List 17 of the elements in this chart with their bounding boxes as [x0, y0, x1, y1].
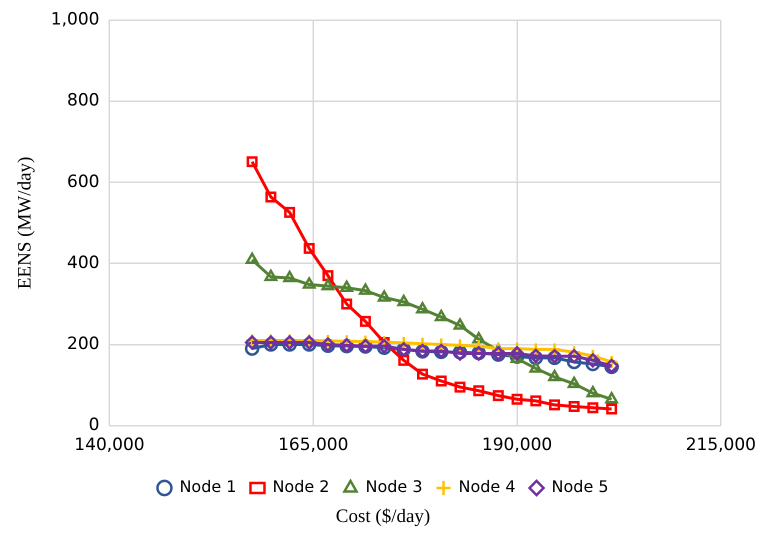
x-tick-label: 190,000	[482, 435, 552, 456]
legend-label: Node 3	[365, 477, 423, 496]
y-axis-title: EENS (MW/day)	[14, 156, 36, 290]
x-tick-label: 165,000	[278, 435, 348, 456]
legend-label: Node 1	[179, 477, 236, 496]
legend-label: Node 5	[552, 477, 609, 496]
x-tick-label: 140,000	[74, 435, 145, 456]
legend-label: Node 2	[272, 477, 330, 496]
y-tick-label: 0	[88, 415, 100, 436]
y-tick-label: 1,000	[50, 10, 100, 30]
y-tick-label: 800	[67, 90, 100, 111]
y-tick-label: 400	[67, 252, 100, 273]
x-tick-label: 215,000	[686, 435, 756, 456]
y-tick-label: 200	[67, 334, 100, 354]
x-axis-title: Cost ($/day)	[334, 506, 432, 528]
legend-label: Node 4	[458, 477, 516, 496]
y-tick-label: 600	[67, 172, 100, 192]
